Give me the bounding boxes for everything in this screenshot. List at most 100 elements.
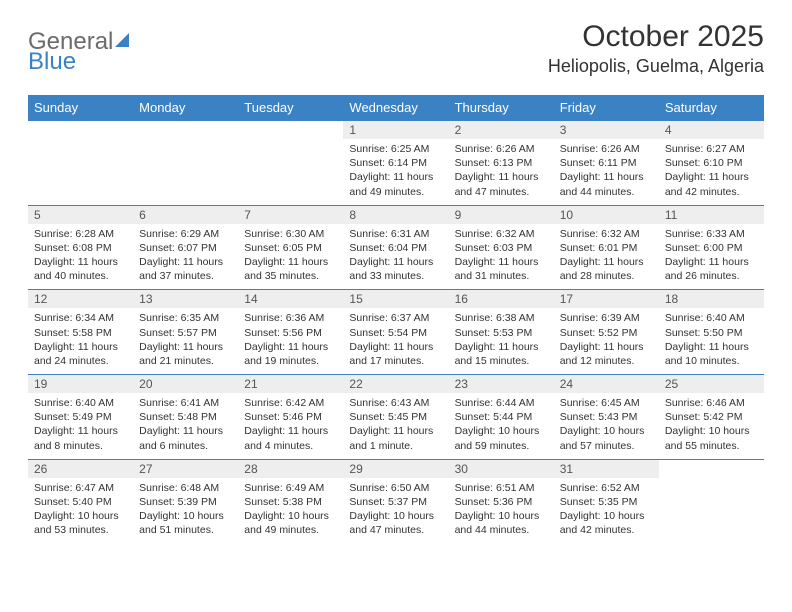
sunrise-text: Sunrise: 6:40 AM [34, 397, 114, 409]
sunrise-text: Sunrise: 6:28 AM [34, 228, 114, 240]
sunset-text: Sunset: 6:01 PM [560, 242, 638, 254]
day-info-cell: Sunrise: 6:35 AM Sunset: 5:57 PM Daylight:… [133, 308, 238, 374]
day-number-cell: 21 [238, 375, 343, 394]
sunset-text: Sunset: 5:56 PM [244, 327, 322, 339]
day-info-cell: Sunrise: 6:41 AMSunset: 5:48 PMDaylight:… [133, 393, 238, 459]
day-info-row: Sunrise: 6:47 AMSunset: 5:40 PMDaylight:… [28, 478, 764, 544]
daylight-text: Daylight: 11 hours and 19 minutes. [244, 341, 328, 367]
sunset-text: Sunset: 5:38 PM [244, 496, 322, 508]
daylight-text: Daylight: 10 hours and 47 minutes. [349, 510, 434, 536]
day-number-cell: 6 [133, 205, 238, 224]
sunrise-text: Sunrise: 6:36 AM [244, 312, 324, 324]
daylight-text: Daylight: 11 hours and 6 minutes. [139, 425, 223, 451]
day-info-row: Sunrise: 6:25 AMSunset: 6:14 PMDaylight:… [28, 139, 764, 205]
sunrise-text: Sunrise: 6:30 AM [244, 228, 324, 240]
day-info-cell: Sunrise: 6:47 AMSunset: 5:40 PMDaylight:… [28, 478, 133, 544]
sunrise-text: Sunrise: 6:40 AM [665, 312, 745, 324]
day-number-cell [133, 121, 238, 140]
sunset-text: Sunset: 5:40 PM [34, 496, 112, 508]
day-number-cell [659, 459, 764, 478]
sunset-text: Sunset: 5:49 PM [34, 411, 112, 423]
daylight-text: Daylight: 11 hours and 28 minutes. [560, 256, 644, 282]
day-info-cell: Sunrise: 6:29 AMSunset: 6:07 PMDaylight:… [133, 224, 238, 290]
day-info-cell: Sunrise: 6:30 AMSunset: 6:05 PMDaylight:… [238, 224, 343, 290]
day-number-cell: 17 [554, 290, 659, 309]
sunrise-text: Sunrise: 6:32 AM [560, 228, 640, 240]
day-number-cell: 29 [343, 459, 448, 478]
daylight-text: Daylight: 10 hours and 44 minutes. [455, 510, 540, 536]
sunrise-text: Sunrise: 6:37 AM [349, 312, 429, 324]
day-number-cell: 28 [238, 459, 343, 478]
daylight-text: Daylight: 10 hours and 55 minutes. [665, 425, 750, 451]
sunset-text: Sunset: 5:54 PM [349, 327, 427, 339]
day-info-cell [133, 139, 238, 205]
sunrise-text: Sunrise: 6:46 AM [665, 397, 745, 409]
day-number-row: 1234 [28, 121, 764, 140]
daylight-text: Daylight: 11 hours and 33 minutes. [349, 256, 433, 282]
day-number-cell: 25 [659, 375, 764, 394]
weekday-header: Thursday [449, 95, 554, 121]
header: General October 2025 Heliopolis, Guelma,… [28, 20, 764, 77]
day-number-cell: 1 [343, 121, 448, 140]
day-number-cell: 22 [343, 375, 448, 394]
sunrise-text: Sunrise: 6:45 AM [560, 397, 640, 409]
daylight-text: Daylight: 10 hours and 42 minutes. [560, 510, 645, 536]
sunrise-text: Sunrise: 6:34 AM [34, 312, 114, 324]
sunrise-text: Sunrise: 6:44 AM [455, 397, 535, 409]
day-number-cell: 4 [659, 121, 764, 140]
logo-text-blue: Blue [28, 48, 76, 75]
sunset-text: Sunset: 5:57 PM [139, 327, 217, 339]
day-info-cell: Sunrise: 6:28 AMSunset: 6:08 PMDaylight:… [28, 224, 133, 290]
day-number-cell: 16 [449, 290, 554, 309]
sunset-text: Sunset: 5:50 PM [665, 327, 743, 339]
sunset-text: Sunset: 5:46 PM [244, 411, 322, 423]
day-number-cell [28, 121, 133, 140]
daylight-text: Daylight: 11 hours and 35 minutes. [244, 256, 328, 282]
daylight-text: Daylight: 11 hours and 26 minutes. [665, 256, 749, 282]
day-info-cell: Sunrise: 6:32 AM Sunset: 6:01 PM Daylight:… [554, 224, 659, 290]
day-info-cell: Sunrise: 6:45 AMSunset: 5:43 PMDaylight:… [554, 393, 659, 459]
daylight-text: Daylight: 11 hours and 42 minutes. [665, 171, 749, 197]
sunrise-text: Sunrise: 6:32 AM [455, 228, 535, 240]
day-info-cell: Sunrise: 6:40 AMSunset: 5:50 PMDaylight:… [659, 308, 764, 374]
day-number-row: 12131415161718 [28, 290, 764, 309]
daylight-text: Daylight: 11 hours and 21 minutes. [139, 341, 223, 367]
day-info-cell: Sunrise: 6:49 AM Sunset: 5:38 PM Daylight:… [238, 478, 343, 544]
day-info-cell [238, 139, 343, 205]
day-info-row: Sunrise: 6:34 AM Sunset: 5:58 PM Daylight:… [28, 308, 764, 374]
sunrise-text: Sunrise: 6:33 AM [665, 228, 745, 240]
day-number-cell: 2 [449, 121, 554, 140]
day-number-cell: 18 [659, 290, 764, 309]
daylight-text: Daylight: 10 hours and 49 minutes. [244, 510, 329, 536]
sunrise-text: Sunrise: 6:27 AM [665, 143, 745, 155]
sunset-text: Sunset: 6:00 PM [665, 242, 743, 254]
sunrise-text: Sunrise: 6:26 AM [455, 143, 535, 155]
day-info-cell: Sunrise: 6:44 AMSunset: 5:44 PMDaylight:… [449, 393, 554, 459]
day-number-cell: 23 [449, 375, 554, 394]
day-number-cell: 20 [133, 375, 238, 394]
sunrise-text: Sunrise: 6:26 AM [560, 143, 640, 155]
sunrise-text: Sunrise: 6:49 AM [244, 482, 324, 494]
sunset-text: Sunset: 6:10 PM [665, 157, 743, 169]
daylight-text: Daylight: 11 hours and 4 minutes. [244, 425, 328, 451]
sunset-text: Sunset: 5:43 PM [560, 411, 638, 423]
sunset-text: Sunset: 6:13 PM [455, 157, 533, 169]
sunrise-text: Sunrise: 6:35 AM [139, 312, 219, 324]
day-info-cell: Sunrise: 6:31 AMSunset: 6:04 PMDaylight:… [343, 224, 448, 290]
sunset-text: Sunset: 5:35 PM [560, 496, 638, 508]
sunset-text: Sunset: 6:07 PM [139, 242, 217, 254]
day-number-cell: 12 [28, 290, 133, 309]
day-info-cell: Sunrise: 6:48 AMSunset: 5:39 PMDaylight:… [133, 478, 238, 544]
sunset-text: Sunset: 5:58 PM [34, 327, 112, 339]
day-number-cell: 14 [238, 290, 343, 309]
day-info-cell: Sunrise: 6:46 AMSunset: 5:42 PMDaylight:… [659, 393, 764, 459]
sunrise-text: Sunrise: 6:51 AM [455, 482, 535, 494]
day-info-cell: Sunrise: 6:37 AMSunset: 5:54 PMDaylight:… [343, 308, 448, 374]
day-number-cell: 11 [659, 205, 764, 224]
sunset-text: Sunset: 5:45 PM [349, 411, 427, 423]
daylight-text: Daylight: 11 hours and 47 minutes. [455, 171, 539, 197]
day-info-cell: Sunrise: 6:50 AMSunset: 5:37 PMDaylight:… [343, 478, 448, 544]
sunrise-text: Sunrise: 6:31 AM [349, 228, 429, 240]
weekday-header: Saturday [659, 95, 764, 121]
day-info-cell: Sunrise: 6:32 AMSunset: 6:03 PMDaylight:… [449, 224, 554, 290]
